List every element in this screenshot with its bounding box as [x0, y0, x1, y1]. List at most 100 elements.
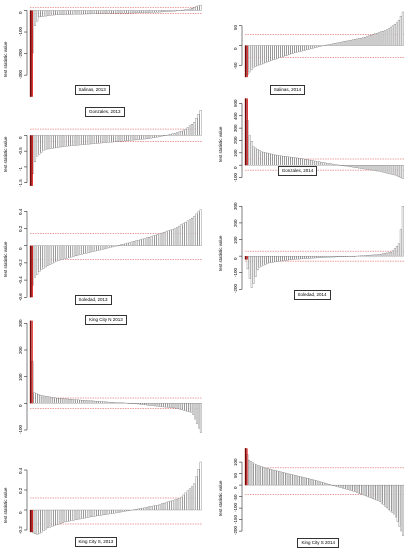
bar: [36, 10, 39, 22]
bar: [300, 158, 303, 166]
bar: [193, 121, 196, 136]
bar: [192, 403, 195, 415]
y-tick-label: 0: [18, 136, 23, 140]
bar: [287, 473, 289, 486]
bar: [278, 471, 281, 486]
y-tick-label: 100: [233, 458, 238, 467]
bar: [36, 509, 39, 535]
bar: [282, 155, 285, 166]
bar: [361, 484, 364, 495]
bar: [298, 45, 301, 52]
bar: [55, 10, 58, 15]
bar: [66, 135, 69, 147]
bar: [100, 509, 103, 516]
bar: [173, 10, 176, 12]
bar: [276, 255, 279, 262]
bar: [90, 135, 92, 145]
bar: [98, 135, 101, 144]
y-axis-title: test statistic value: [3, 241, 8, 277]
bar: [81, 10, 84, 15]
bar: [255, 464, 258, 486]
panel-label: King City S 2014: [297, 538, 339, 549]
bar: [109, 135, 112, 143]
bar: [184, 492, 187, 511]
bar: [66, 509, 69, 522]
bar: [75, 10, 77, 15]
bar: [175, 403, 177, 409]
chart-panel-9: 100 50 0 -50 -100 -150 -200 test statistic valu…: [215, 440, 412, 550]
bar: [180, 131, 183, 136]
bar: [290, 157, 293, 166]
bar: [366, 36, 368, 46]
bar: [29, 10, 32, 97]
bar: [126, 10, 129, 14]
y-tick-label: 0: [18, 247, 23, 250]
bar: [34, 10, 37, 26]
bar: [100, 401, 103, 404]
bar: [316, 255, 319, 259]
bar: [378, 165, 380, 172]
bar: [72, 245, 75, 257]
plot-area: [24, 209, 202, 298]
bar: [156, 135, 159, 138]
bar: [284, 255, 287, 261]
bar: [191, 218, 194, 246]
y-tick-label: 200: [18, 346, 23, 354]
bar: [294, 255, 297, 260]
bar: [167, 10, 170, 12]
bar: [346, 40, 349, 46]
y-tick-label: 100: [18, 373, 23, 381]
bar: [96, 135, 99, 144]
bar: [122, 244, 125, 246]
bar: [186, 220, 189, 246]
bar: [276, 155, 279, 166]
bar: [38, 135, 41, 155]
bar: [258, 45, 261, 66]
bar: [141, 507, 144, 511]
bar: [96, 509, 99, 517]
bar: [160, 503, 163, 511]
panel-label: King City N 2013: [85, 315, 127, 326]
bar: [360, 37, 362, 46]
bar: [276, 45, 279, 59]
bar: [94, 245, 97, 252]
bar: [294, 157, 297, 166]
bar: [154, 403, 156, 407]
bar: [77, 509, 80, 520]
bar: [381, 253, 384, 257]
bar: [294, 45, 297, 53]
bar: [310, 45, 313, 49]
bar: [193, 215, 196, 246]
bar: [368, 35, 370, 46]
bar: [266, 45, 269, 63]
bar: [256, 45, 259, 66]
bar: [167, 230, 170, 246]
bar: [113, 509, 116, 514]
bar: [282, 45, 285, 57]
bar: [70, 10, 73, 15]
bar: [188, 8, 191, 11]
bar: [290, 474, 293, 486]
bar: [47, 245, 49, 266]
bar: [383, 30, 386, 46]
bar: [92, 400, 95, 404]
y-axis-title: test statistic value: [3, 487, 8, 523]
bar: [194, 403, 196, 420]
bar: [364, 165, 366, 170]
chart-panel-2: 50 0 -50 Salinas, 2014: [215, 0, 412, 103]
bar: [169, 229, 172, 246]
bar: [334, 164, 337, 166]
bar: [150, 506, 153, 511]
bar: [364, 484, 367, 497]
bar: [68, 509, 71, 522]
bar: [169, 500, 172, 511]
bar: [399, 165, 402, 178]
bar: [350, 165, 352, 168]
y-tick-label: 500: [233, 99, 238, 108]
bar: [79, 10, 82, 15]
bar: [389, 252, 392, 257]
bar: [186, 127, 189, 136]
bar: [59, 509, 62, 524]
bar: [340, 484, 342, 488]
bar: [280, 45, 283, 58]
